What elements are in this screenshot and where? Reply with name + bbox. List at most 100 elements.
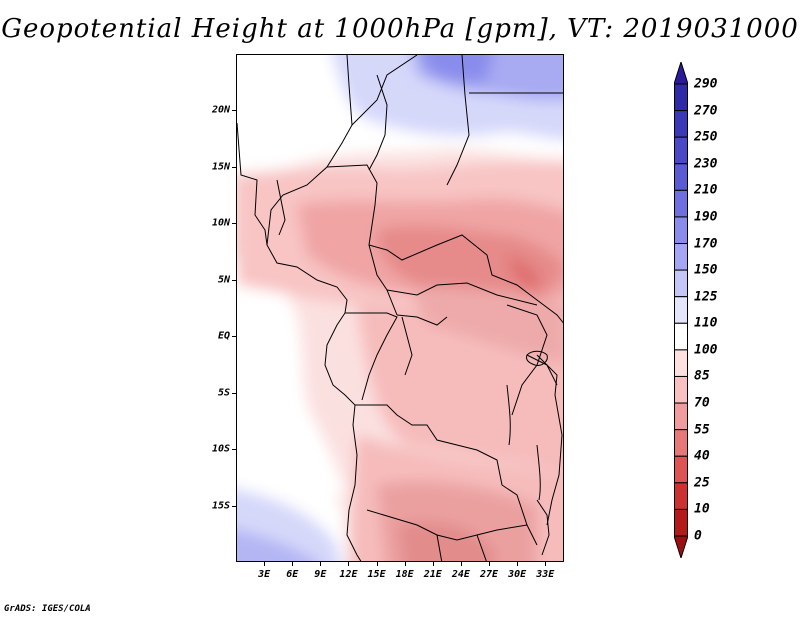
colorbar-label: 170 [694, 236, 718, 252]
border-n2 [368, 74, 388, 171]
y-tick-mark [232, 505, 236, 507]
border-n1 [351, 55, 418, 126]
colorbar-segment [674, 243, 688, 271]
colorbar-label: 250 [694, 129, 718, 145]
colorbar-label: 85 [694, 368, 710, 384]
colorbar-label: 210 [694, 182, 718, 198]
border-c1 [368, 234, 563, 324]
x-tick-label: 6E [286, 569, 299, 580]
colorbar-segment [674, 189, 688, 218]
x-tick-mark [489, 562, 491, 566]
y-tick-mark [232, 449, 236, 451]
colorbar-label: 70 [694, 395, 710, 411]
height-field [237, 55, 563, 561]
y-tick-label: 15N [211, 161, 230, 173]
x-tick-mark [432, 562, 434, 566]
map-canvas [237, 55, 563, 561]
x-tick-label: 24E [451, 569, 470, 580]
y-tick-label: EQ [217, 330, 230, 342]
field-band-40 [507, 255, 540, 290]
y-tick-label: 5S [217, 387, 230, 399]
y-tick-mark [232, 223, 236, 225]
x-tick-label: 3E [258, 569, 271, 580]
field-sw-blue [237, 529, 317, 561]
coastline [237, 122, 362, 561]
y-tick-label: 10S [211, 443, 230, 455]
colorbar-segment [674, 349, 688, 377]
y-tick-label: 20N [211, 104, 230, 116]
x-tick-mark [264, 562, 266, 566]
colorbar-label: 290 [694, 76, 718, 92]
colorbar-segment [674, 163, 688, 191]
colorbar-segment [674, 83, 688, 112]
colorbar-label: 190 [694, 209, 718, 225]
x-tick-mark [348, 562, 350, 566]
colorbar-segment [674, 402, 688, 431]
x-tick-label: 12E [339, 569, 358, 580]
colorbar-label: 55 [694, 422, 710, 438]
x-tick-mark [292, 562, 294, 566]
y-tick-label: 10N [211, 217, 230, 229]
border-c2 [386, 282, 538, 306]
colorbar-label: 10 [694, 501, 710, 517]
field-west-white [237, 261, 347, 495]
x-tick-mark [404, 562, 406, 566]
colorbar-label: 100 [694, 342, 718, 358]
y-tick-mark [232, 392, 236, 394]
x-tick-label: 18E [395, 569, 414, 580]
colorbar-label: 150 [694, 262, 718, 278]
x-tick-label: 30E [508, 569, 527, 580]
y-tick-label: 15S [211, 500, 230, 512]
colorbar-segment [674, 375, 688, 404]
border-s2 [366, 509, 528, 541]
colorbar-segment [674, 296, 688, 324]
lake-tanganyika [506, 384, 511, 446]
border-s5 [536, 499, 550, 556]
border-w2 [276, 179, 286, 236]
east-coast [536, 354, 563, 526]
lake-malawi [536, 444, 541, 501]
border-c3 [396, 314, 448, 326]
colorbar-top-arrow [674, 62, 688, 85]
border-n3 [446, 55, 470, 186]
map-borders [237, 55, 563, 561]
colorbar-segment [674, 269, 688, 298]
field-north-darkblue [422, 55, 493, 82]
x-tick-mark [376, 562, 378, 566]
colorbar-segment [674, 322, 688, 351]
y-tick-mark [232, 279, 236, 281]
colorbar-label: 270 [694, 103, 718, 119]
border-c5 [401, 316, 413, 376]
x-tick-label: 21E [423, 569, 442, 580]
colorbar-label: 230 [694, 156, 718, 172]
colorbar-label: 40 [694, 448, 710, 464]
x-tick-label: 27E [479, 569, 499, 580]
y-tick-mark [232, 166, 236, 168]
x-tick-mark [320, 562, 322, 566]
colorbar [674, 62, 688, 558]
colorbar-label: 25 [694, 475, 710, 491]
colorbar-segment [674, 429, 688, 457]
colorbar-segment [674, 482, 688, 510]
colorbar-segment [674, 110, 688, 138]
colorbar-segment [674, 136, 688, 165]
x-tick-label: 15E [367, 569, 386, 580]
colorbar-segment [674, 455, 688, 484]
map-panel [236, 54, 564, 562]
border-w3 [326, 164, 398, 316]
colorbar-segment [674, 216, 688, 245]
x-tick-mark [545, 562, 547, 566]
colorbar-label: 125 [694, 289, 718, 305]
colorbar-label: 0 [694, 528, 702, 544]
x-tick-label: 33E [536, 569, 555, 580]
x-tick-label: 9E [314, 569, 327, 580]
x-tick-mark [460, 562, 462, 566]
y-tick-label: 5N [217, 274, 230, 286]
colorbar-bottom-arrow [674, 535, 688, 558]
border-s4 [476, 534, 487, 561]
border-e1 [506, 304, 548, 416]
field-central-70 [407, 285, 563, 365]
x-tick-mark [517, 562, 519, 566]
colorbar-label: 110 [694, 315, 718, 331]
border-s3 [436, 534, 443, 561]
